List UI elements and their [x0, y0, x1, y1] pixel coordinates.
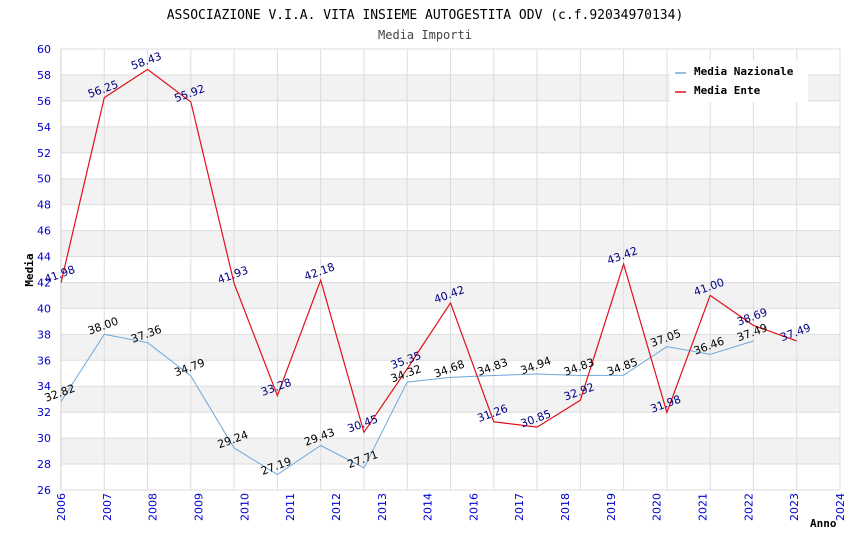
legend-label-ente: Media Ente — [694, 84, 761, 97]
x-tick-label: 2018 — [559, 493, 572, 521]
legend: Media Nazionale Media Ente — [670, 60, 808, 102]
x-tick-label: 2008 — [147, 493, 160, 521]
x-tick-label: 2020 — [651, 493, 664, 521]
data-label: 30.45 — [346, 412, 380, 435]
x-tick-label: 2013 — [376, 493, 389, 521]
y-tick-label: 58 — [37, 69, 51, 82]
x-tick-label: 2019 — [605, 493, 618, 521]
y-tick-label: 50 — [37, 173, 51, 186]
y-tick-label: 46 — [37, 225, 51, 238]
y-tick-label: 34 — [37, 380, 51, 393]
x-axis-label: Anno — [810, 517, 837, 530]
x-tick-label: 2009 — [192, 493, 205, 521]
y-tick-label: 38 — [37, 328, 51, 341]
y-tick-label: 26 — [37, 484, 51, 497]
y-tick-label: 42 — [37, 276, 51, 289]
x-tick-label: 2024 — [834, 493, 847, 521]
x-tick-label: 2021 — [697, 493, 710, 521]
x-tick-label: 2012 — [330, 493, 343, 521]
y-tick-label: 52 — [37, 147, 51, 160]
x-tick-label: 2016 — [467, 493, 480, 521]
x-tick-label: 2017 — [513, 493, 526, 521]
y-tick-label: 60 — [37, 43, 51, 56]
y-axis-label: Media — [23, 253, 36, 286]
y-tick-label: 54 — [37, 121, 51, 134]
y-tick-label: 32 — [37, 406, 51, 419]
y-tick-label: 56 — [37, 95, 51, 108]
data-label: 42.18 — [302, 260, 336, 283]
legend-label-nazionale: Media Nazionale — [694, 65, 794, 78]
series-lines — [60, 68, 797, 476]
data-label: 58.43 — [129, 50, 163, 73]
y-tick-label: 44 — [37, 251, 51, 264]
x-tick-label: 2011 — [284, 493, 297, 521]
y-tick-label: 28 — [37, 458, 51, 471]
y-tick-label: 30 — [37, 432, 51, 445]
y-tick-label: 48 — [37, 199, 51, 212]
chart-subtitle: Media Importi — [378, 28, 472, 42]
x-tick-label: 2022 — [742, 493, 755, 521]
x-tick-label: 2007 — [101, 493, 114, 521]
gridlines — [60, 48, 841, 491]
series-line-nazionale — [60, 333, 754, 476]
x-tick-label: 2010 — [238, 493, 251, 521]
y-tick-label: 36 — [37, 354, 51, 367]
x-tick-label: 2014 — [422, 493, 435, 521]
x-tick-label: 2006 — [55, 493, 68, 521]
y-axis-ticks: 26 28 30 32 34 36 38 40 42 44 46 48 50 52 54 56 58 60 — [37, 43, 51, 497]
legend-box — [670, 60, 808, 102]
series-line-ente — [60, 68, 797, 434]
y-tick-label: 40 — [37, 302, 51, 315]
x-axis-ticks: 2006 2007 2008 2009 2010 2011 2012 2013 2014 2016… — [55, 493, 847, 521]
chart-title: ASSOCIAZIONE V.I.A. VITA INSIEME AUTOGES… — [167, 8, 684, 23]
x-tick-label: 2023 — [788, 493, 801, 521]
